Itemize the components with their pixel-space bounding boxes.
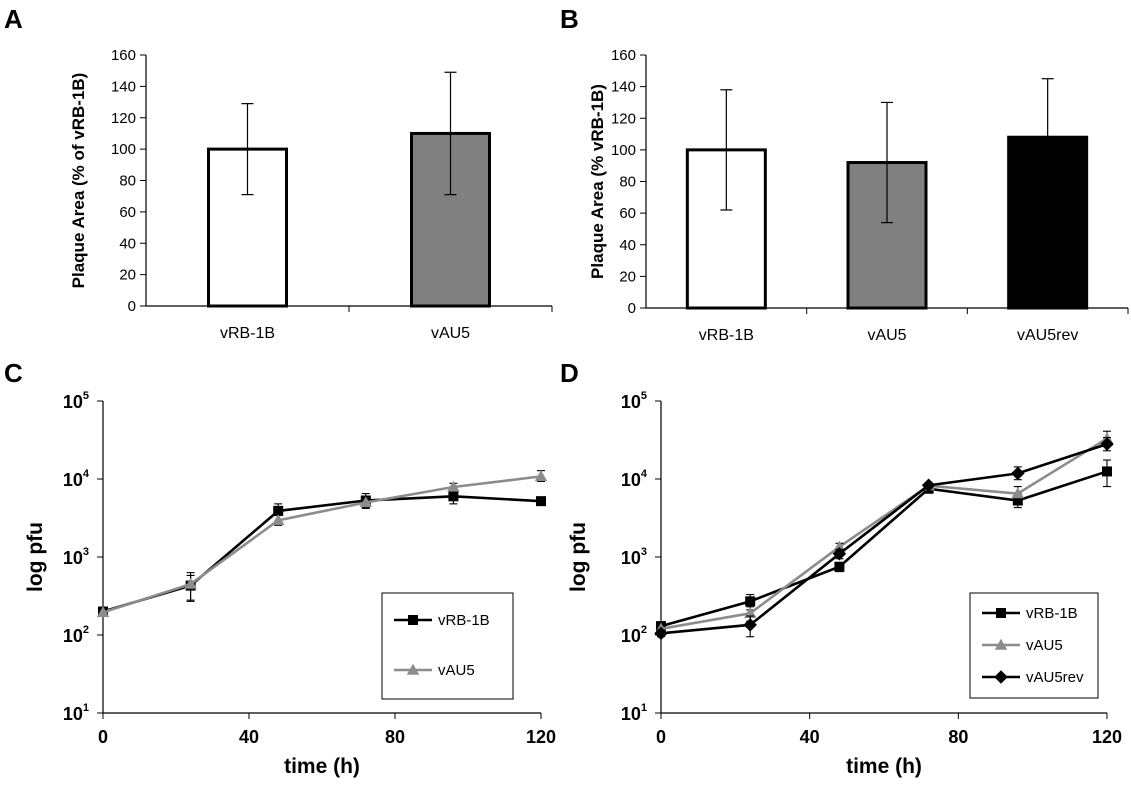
y-tick-label: 101 [63,702,89,724]
legend-box [381,592,514,700]
category-label: vRB-1B [220,325,275,342]
legend-label: vAU5rev [1026,669,1084,686]
diamond-marker [1100,437,1114,451]
y-tick-label: 80 [619,174,636,191]
diamond-marker [1011,466,1025,481]
y-axis-label: log pfu [567,522,590,592]
y-tick-label: 140 [611,79,636,96]
legend-label: vRB-1B [1026,605,1078,622]
y-tick-label: 0 [628,300,636,317]
triangle-marker [1011,487,1025,499]
y-tick-label: 40 [619,237,636,254]
square-marker [536,496,546,507]
x-tick-label: 40 [800,727,820,747]
legend-label: vAU5 [438,662,475,679]
legend-label: vRB-1B [438,612,490,629]
x-tick-label: 80 [385,727,405,747]
y-tick-label: 101 [621,702,647,724]
bar-vrb-1b [207,147,288,308]
triangle-marker [534,470,548,482]
y-tick-label: 40 [119,235,136,252]
y-tick-label: 100 [611,142,636,159]
y-tick-label: 160 [611,47,636,64]
category-label: vRB-1B [699,327,754,344]
panel-letter-c: C [4,358,23,388]
square-marker [408,615,418,625]
x-tick-label: 120 [526,727,556,747]
square-marker [273,505,284,516]
diamond-marker [832,547,847,561]
y-tick-label: 120 [111,110,136,127]
y-tick-label: 104 [63,468,90,490]
y-tick-label: 120 [611,110,636,127]
y-axis-label: log pfu [24,522,47,592]
square-marker [996,608,1006,618]
triangle-marker [833,540,846,552]
panel-letter-a: A [4,4,23,34]
triangle-marker [447,480,460,492]
diamond-marker [654,626,668,641]
square-marker [1102,466,1112,477]
y-tick-label: 0 [128,298,136,315]
bar-vau5 [846,161,928,310]
panel-letter-d: D [560,358,579,388]
x-axis-label: time (h) [846,755,922,778]
diamond-marker [994,670,1008,684]
x-tick-label: 0 [98,727,108,747]
triangle-marker [359,496,373,508]
y-tick-label: 80 [119,173,136,190]
diamond-marker [743,618,757,632]
y-tick-label: 20 [119,267,136,284]
x-axis-label: time (h) [284,755,360,778]
y-tick-label: 140 [111,78,136,95]
y-tick-label: 160 [111,47,136,64]
category-label: vAU5rev [1017,327,1078,344]
panel-b-bar-chart: 0 20 40 60 80 100 120 140 160 vRB-1B vAU5 vAU5rev Pl… [588,47,1129,344]
y-tick-label: 104 [621,468,648,490]
series-line-vau5 [102,475,542,614]
y-tick-label: 103 [63,546,89,568]
x-tick-label: 40 [239,727,259,747]
square-marker [745,596,756,607]
y-tick-label: 102 [621,624,647,646]
x-tick-label: 120 [1092,727,1122,747]
triangle-marker [184,577,197,589]
square-marker [834,561,845,572]
legend-label: vAU5 [1026,637,1063,654]
y-tick-label: 100 [111,141,136,158]
panel-a-bar-chart: 0 20 40 60 80 100 120 140 160 vRB-1B vAU5 Plaque Ar… [69,47,553,342]
y-axis-label: Plaque Area (% vRB-1B) [588,84,607,279]
category-label: vAU5 [867,327,906,344]
square-marker [448,491,459,502]
triangle-marker [406,663,420,675]
y-tick-label: 105 [621,390,647,412]
triangle-marker [96,606,110,618]
triangle-marker [994,638,1008,650]
panel-letter-b: B [560,4,579,34]
triangle-marker [743,607,757,618]
y-tick-label: 20 [619,268,636,285]
series-line-vrb-1b [660,470,1108,628]
y-tick-label: 103 [621,546,647,568]
y-axis-label: Plaque Area (% of vRB-1B) [69,73,88,289]
x-tick-label: 0 [656,727,666,747]
triangle-marker [271,514,285,526]
category-label: vAU5 [431,325,470,342]
y-tick-label: 102 [63,624,89,646]
series-line-vau5rev [660,442,1108,635]
series-line-vau5 [660,437,1108,631]
diamond-marker [921,478,936,493]
panel-d-line-chart: 101 102 103 104 105 0 40 80 120 time (h) log pfu vR… [567,390,1122,778]
x-tick-label: 80 [948,727,968,747]
y-tick-label: 60 [619,205,636,222]
panel-c-line-chart: 101 102 103 104 105 0 40 80 120 time (h) log pfu vR… [24,390,556,778]
y-tick-label: 60 [119,204,136,221]
y-tick-label: 105 [63,390,89,412]
